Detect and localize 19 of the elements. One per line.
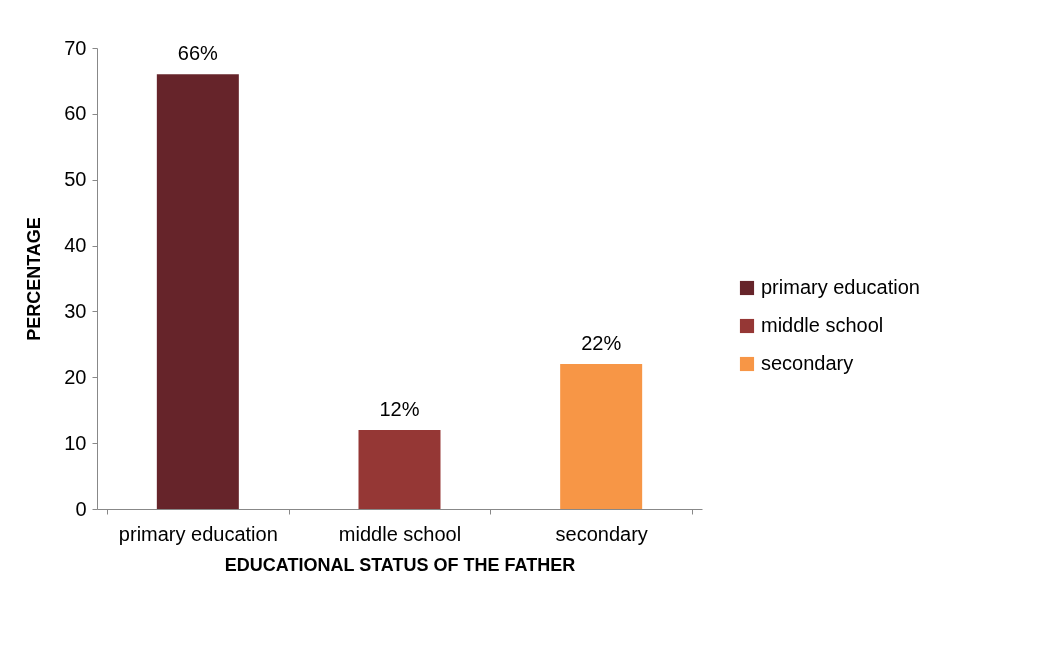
legend-label: primary education <box>761 276 920 298</box>
y-axis-title: PERCENTAGE <box>24 217 45 341</box>
y-tick-label: 50 <box>64 168 87 191</box>
legend-label: middle school <box>761 314 884 336</box>
y-tick-label: 40 <box>64 234 87 257</box>
data-label: 12% <box>379 397 420 420</box>
y-tick-label: 60 <box>64 102 87 125</box>
data-label: 22% <box>581 332 622 355</box>
y-tick-label: 30 <box>64 299 87 322</box>
x-tick-label: secondary <box>555 522 648 545</box>
x-axis-title: EDUCATIONAL STATUS OF THE FATHER <box>224 554 576 575</box>
x-tick-label: primary education <box>118 522 278 545</box>
x-tick-label: middle school <box>338 522 462 545</box>
y-tick-label: 10 <box>64 431 87 454</box>
legend-label: secondary <box>761 352 854 374</box>
y-tick-label: 70 <box>64 36 87 59</box>
data-label: 66% <box>177 42 219 65</box>
y-tick-label: 0 <box>75 497 87 520</box>
y-tick-label: 20 <box>64 365 87 388</box>
